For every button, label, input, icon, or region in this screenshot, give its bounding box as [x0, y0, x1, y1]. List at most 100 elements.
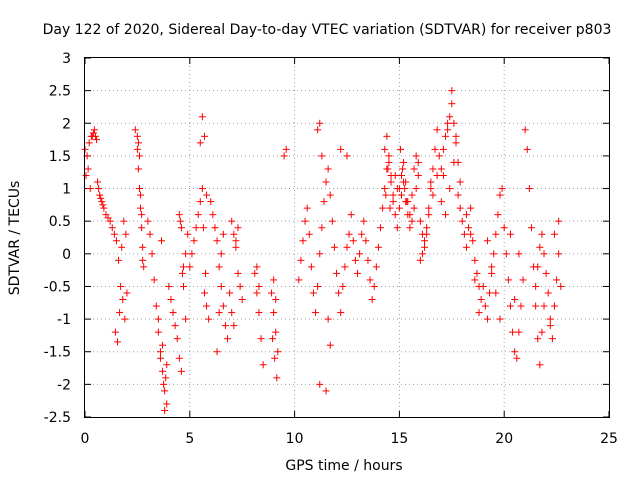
data-point [167, 296, 175, 304]
data-point [94, 178, 102, 186]
data-point [504, 276, 512, 284]
data-point [322, 387, 330, 395]
data-point [255, 309, 263, 317]
data-point [272, 328, 280, 336]
data-point [215, 263, 223, 271]
data-point [192, 224, 200, 232]
data-point [393, 224, 401, 232]
data-point [224, 335, 232, 343]
data-point [335, 289, 343, 297]
data-point [366, 276, 374, 284]
data-point [154, 315, 162, 323]
data-point [213, 237, 221, 245]
data-point [84, 165, 92, 173]
data-point [221, 322, 229, 330]
data-point [251, 269, 259, 277]
data-point [410, 165, 418, 173]
data-point [270, 309, 278, 317]
data-point [555, 250, 563, 258]
data-point [140, 263, 148, 271]
data-point [196, 139, 204, 147]
data-point [135, 185, 143, 193]
data-point [282, 145, 290, 153]
data-point [429, 191, 437, 199]
data-point [177, 224, 185, 232]
data-point [553, 276, 561, 284]
data-point [540, 302, 548, 310]
data-point [137, 204, 145, 212]
data-point [448, 87, 456, 95]
data-point [427, 178, 435, 186]
x-tick-label: 10 [286, 431, 304, 447]
data-point [316, 250, 324, 258]
data-point [121, 315, 129, 323]
data-point [215, 309, 223, 317]
data-point [538, 328, 546, 336]
data-point [111, 328, 119, 336]
data-point [391, 211, 399, 219]
data-point [454, 191, 462, 199]
x-tick-label: 15 [390, 431, 408, 447]
data-point [93, 136, 101, 144]
data-point [341, 263, 349, 271]
x-tick-label: 20 [495, 431, 513, 447]
data-point [381, 145, 389, 153]
data-point [513, 354, 521, 362]
y-tick-label: 2.5 [49, 84, 71, 100]
data-point [490, 250, 498, 258]
data-point [353, 269, 361, 277]
data-point [120, 217, 128, 225]
data-point [414, 171, 422, 179]
data-point [213, 348, 221, 356]
data-point [408, 191, 416, 199]
data-point [442, 211, 450, 219]
data-point [123, 289, 131, 297]
data-point [460, 230, 468, 238]
data-point [184, 230, 192, 238]
data-point [542, 269, 550, 277]
data-point [412, 152, 420, 160]
data-point [401, 185, 409, 193]
data-point [253, 263, 261, 271]
data-point [303, 204, 311, 212]
data-point [374, 243, 382, 251]
data-point [364, 256, 372, 264]
data-point [99, 201, 107, 209]
data-point [515, 328, 523, 336]
data-point [521, 126, 529, 134]
data-point [182, 250, 190, 258]
data-point [211, 224, 219, 232]
data-point [400, 158, 408, 166]
y-tick-label: -1 [57, 312, 71, 328]
data-point [122, 230, 130, 238]
data-point [492, 289, 500, 297]
data-point [525, 185, 533, 193]
data-point [339, 282, 347, 290]
data-point [370, 282, 378, 290]
data-point [396, 145, 404, 153]
data-point [202, 269, 210, 277]
data-point [496, 191, 504, 199]
data-point [433, 171, 441, 179]
data-point [465, 224, 473, 232]
y-tick-label: 3 [62, 51, 71, 67]
data-point [442, 132, 450, 140]
data-point [444, 119, 452, 127]
data-point [462, 211, 470, 219]
data-point [117, 282, 125, 290]
data-point [404, 211, 412, 219]
data-point [439, 171, 447, 179]
data-point [433, 126, 441, 134]
data-point [333, 269, 341, 277]
data-point [356, 250, 364, 258]
data-point [446, 185, 454, 193]
data-point [456, 178, 464, 186]
data-point [230, 322, 238, 330]
data-point [232, 243, 240, 251]
data-point [190, 237, 198, 245]
data-point [551, 302, 559, 310]
data-point [312, 309, 320, 317]
data-point [403, 198, 411, 206]
data-point [555, 217, 563, 225]
data-point [219, 302, 227, 310]
